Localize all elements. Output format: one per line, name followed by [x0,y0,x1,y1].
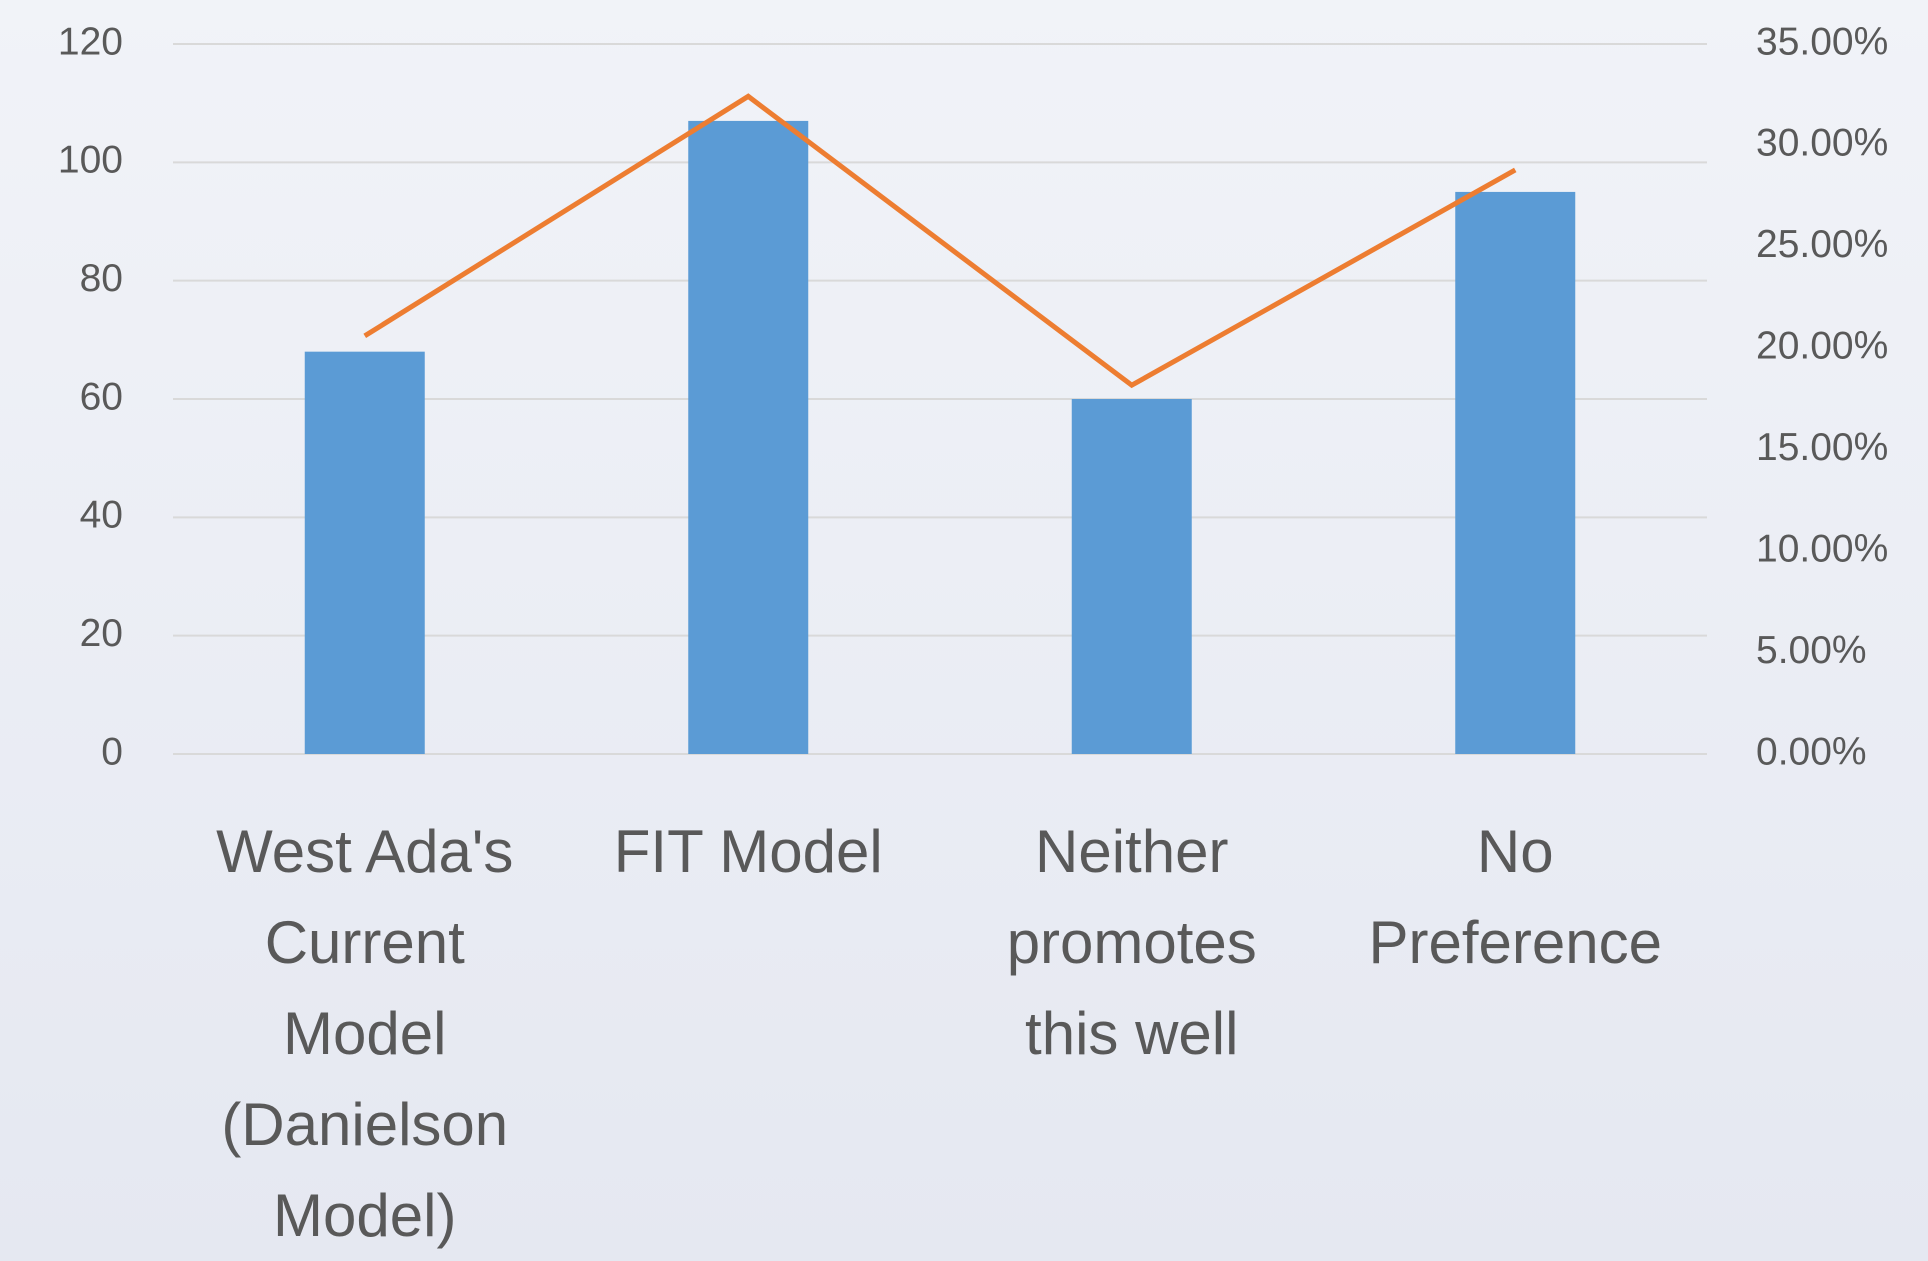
x-tick-label: FIT Model [613,818,883,885]
x-tick-label: Neither promotes this well [1006,818,1257,1067]
bar [304,351,425,754]
y2-tick-label: 0.00% [1756,730,1867,773]
y-tick-label: 20 [80,612,123,655]
y-tick-label: 60 [80,375,123,418]
y-tick-label: 40 [80,494,123,537]
y2-tick-label: 15.00% [1756,426,1888,469]
x-tick-label: West Ada's Current Model (Danielson Mode… [216,818,514,1249]
x-tick-label: No Preference [1368,818,1663,976]
bar [1455,191,1576,754]
y2-tick-label: 5.00% [1756,629,1867,672]
y-tick-label: 100 [58,139,123,182]
bar [1071,399,1192,754]
y2-tick-label: 30.00% [1756,122,1888,165]
y2-tick-label: 35.00% [1756,20,1888,63]
line [363,93,1517,389]
bar [688,120,809,754]
y2-tick-label: 20.00% [1756,325,1888,368]
y-tick-label: 80 [80,257,123,300]
y-tick-label: 120 [58,20,123,63]
y2-tick-label: 25.00% [1756,223,1888,266]
y2-tick-label: 10.00% [1756,527,1888,570]
y-tick-label: 0 [101,730,123,773]
